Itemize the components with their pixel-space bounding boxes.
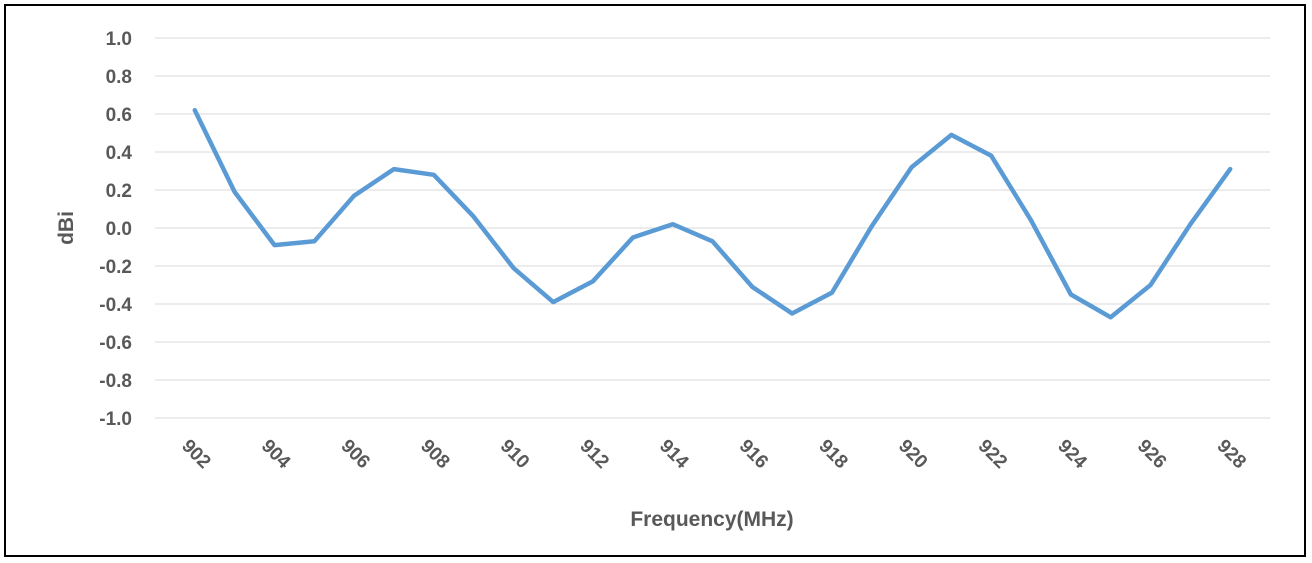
y-tick-label: 0.8 — [106, 67, 132, 88]
y-tick-label: -0.2 — [99, 257, 132, 278]
y-tick-label: -0.4 — [99, 295, 132, 316]
x-tick-label: 918 — [814, 436, 851, 473]
y-tick-label: 0.2 — [106, 181, 132, 202]
x-tick-label: 902 — [177, 436, 214, 473]
x-tick-label: 908 — [416, 436, 453, 473]
x-tick-label: 914 — [655, 436, 693, 474]
y-tick-label: -1.0 — [99, 409, 132, 430]
x-tick-label: 912 — [576, 436, 613, 473]
series-line — [192, 107, 1233, 320]
x-tick-label: 916 — [735, 436, 772, 473]
y-tick-label: -0.8 — [99, 371, 132, 392]
chart-frame — [4, 4, 1306, 557]
x-tick-label: 904 — [257, 436, 295, 474]
gridlines — [155, 37, 1270, 419]
x-axis-ticks: 902 904 906 908 910 912 914 916 918 920 922 924 926 9… — [177, 436, 1250, 474]
y-tick-label: 1.0 — [106, 29, 132, 50]
y-tick-label: -0.6 — [99, 333, 132, 354]
series-layer — [192, 107, 1233, 320]
x-tick-label: 922 — [974, 436, 1011, 473]
x-tick-label: 906 — [337, 436, 374, 473]
y-axis-title: dBi — [55, 211, 78, 245]
y-axis-ticks: 1.0 0.8 0.6 0.4 0.2 0.0 -0.2 -0.4 -0.6 -0.8 -1.0 — [99, 29, 132, 430]
x-tick-label: 928 — [1213, 436, 1250, 473]
x-tick-label: 910 — [496, 436, 533, 473]
x-tick-label: 924 — [1053, 436, 1091, 474]
y-tick-label: 0.4 — [106, 143, 133, 164]
x-axis-title: Frequency(MHz) — [630, 508, 793, 531]
x-tick-label: 926 — [1133, 436, 1170, 473]
y-tick-label: 0.6 — [106, 105, 132, 126]
x-tick-label: 920 — [894, 436, 931, 473]
y-tick-label: 0.0 — [106, 219, 132, 240]
